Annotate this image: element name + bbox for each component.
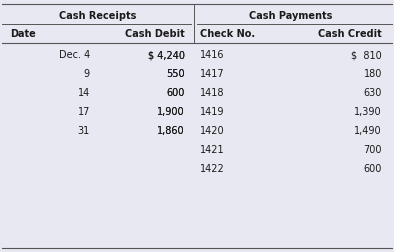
Text: $  810: $ 810	[351, 50, 382, 60]
Text: 1,860: 1,860	[157, 126, 185, 136]
Text: 1,390: 1,390	[354, 107, 382, 117]
Text: Check No.: Check No.	[200, 29, 255, 39]
Text: 180: 180	[364, 69, 382, 79]
Text: 14: 14	[78, 88, 90, 98]
Text: 1,900: 1,900	[157, 107, 185, 117]
Text: 17: 17	[78, 107, 90, 117]
Text: 600: 600	[167, 88, 185, 98]
Text: 1416: 1416	[200, 50, 225, 60]
Text: 1421: 1421	[200, 145, 225, 155]
Text: 1,860: 1,860	[157, 126, 185, 136]
Text: Date: Date	[10, 29, 36, 39]
Text: Cash Receipts: Cash Receipts	[59, 11, 136, 21]
Text: $ 4,240: $ 4,240	[148, 50, 185, 60]
Text: 1419: 1419	[200, 107, 225, 117]
Text: Cash Credit: Cash Credit	[318, 29, 382, 39]
Text: 550: 550	[166, 69, 185, 79]
Text: 1,490: 1,490	[354, 126, 382, 136]
Text: 1420: 1420	[200, 126, 225, 136]
Text: 1422: 1422	[200, 164, 225, 174]
Text: $ 4,240: $ 4,240	[148, 50, 185, 60]
Text: 1417: 1417	[200, 69, 225, 79]
Text: 600: 600	[364, 164, 382, 174]
Text: Cash Payments: Cash Payments	[249, 11, 333, 21]
Text: Cash Debit: Cash Debit	[125, 29, 185, 39]
Text: 1418: 1418	[200, 88, 225, 98]
Text: 600: 600	[167, 88, 185, 98]
Text: 9: 9	[84, 69, 90, 79]
Text: 550: 550	[166, 69, 185, 79]
Text: Dec. 4: Dec. 4	[59, 50, 90, 60]
Text: 1,900: 1,900	[157, 107, 185, 117]
Text: 31: 31	[78, 126, 90, 136]
Text: 630: 630	[364, 88, 382, 98]
Text: 700: 700	[364, 145, 382, 155]
